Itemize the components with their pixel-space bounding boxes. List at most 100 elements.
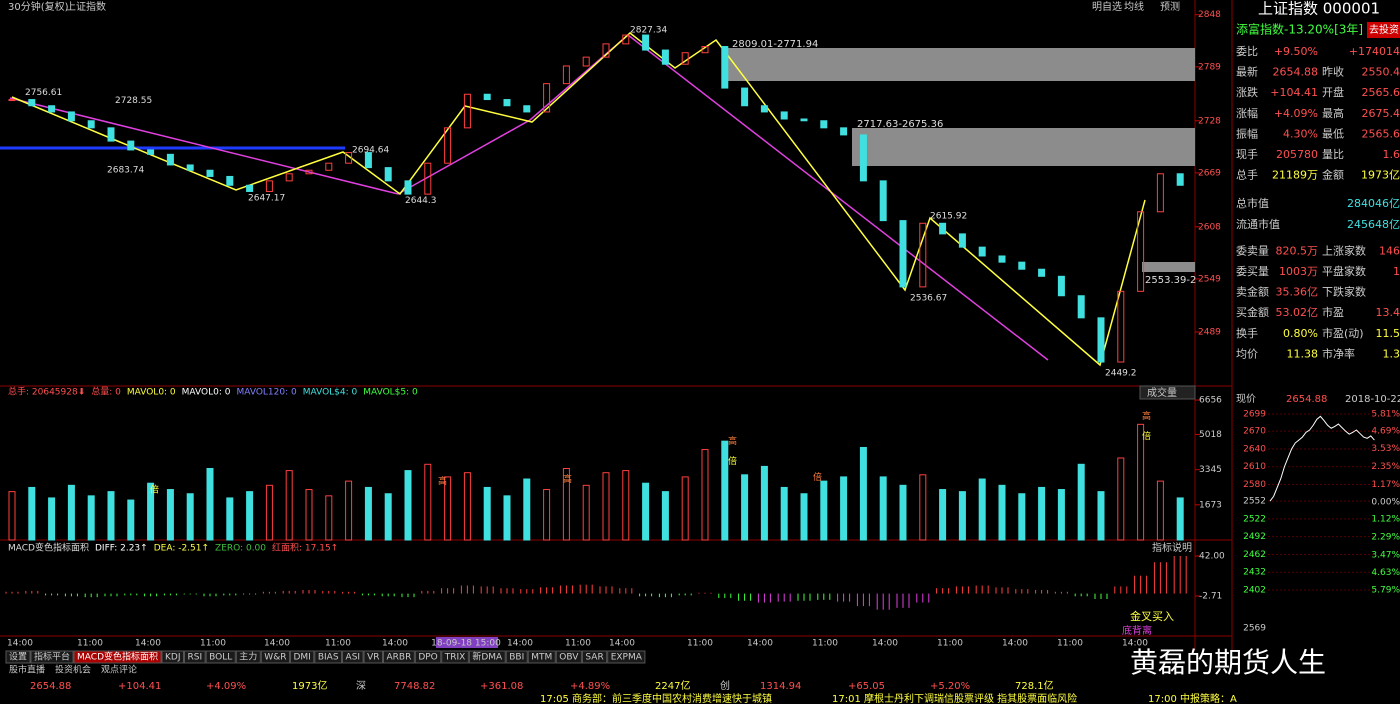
candle — [602, 43, 610, 58]
tab[interactable]: SAR — [585, 653, 603, 663]
volume-button-label[interactable]: 成交量 — [1147, 386, 1177, 399]
zone-label: 2553.39-2 — [1145, 275, 1196, 286]
toolbar-button[interactable]: 明自选 — [1092, 0, 1122, 13]
time-label: 11:00 — [325, 639, 351, 649]
candle — [285, 173, 293, 182]
tab-box[interactable] — [314, 650, 343, 664]
tab[interactable]: 主力 — [239, 651, 257, 663]
volume-button[interactable] — [1139, 385, 1196, 400]
tab[interactable]: BOLL — [209, 653, 232, 663]
candle — [562, 65, 570, 85]
sub-tab[interactable]: 投资机会 — [55, 664, 91, 676]
tab-box[interactable] — [581, 650, 608, 664]
invest-label[interactable]: 去投资 — [1369, 23, 1399, 36]
tab[interactable]: ASI — [346, 653, 361, 663]
tab[interactable]: RSI — [188, 653, 203, 663]
tab[interactable]: DMI — [293, 653, 310, 663]
candle — [879, 180, 887, 222]
tab[interactable]: BBI — [509, 653, 524, 663]
tab-box[interactable] — [30, 650, 74, 664]
tab-box[interactable] — [260, 650, 290, 664]
tab[interactable]: 指标平台 — [34, 651, 70, 663]
volume-mark: 高 — [728, 435, 737, 447]
y-tick-label: 2522 — [1243, 514, 1266, 524]
tab[interactable]: MTM — [531, 653, 552, 663]
tab-box[interactable] — [289, 650, 315, 664]
volume-legend: 总量: 0 — [91, 386, 121, 398]
volume-bar — [384, 493, 392, 541]
tab-box[interactable] — [184, 650, 206, 664]
ticker-item: 1973亿 — [292, 679, 327, 692]
time-label: 11:00 — [812, 639, 838, 649]
volume-bar — [8, 491, 16, 541]
tab-box[interactable] — [527, 650, 556, 664]
time-label: 18-09-18 15:00 — [431, 639, 501, 649]
mini-header: 2018-10-22,- — [1345, 394, 1400, 405]
toolbar-button[interactable]: 均线 — [1124, 0, 1144, 13]
tab-box[interactable] — [505, 650, 528, 664]
tab-box[interactable] — [363, 650, 383, 664]
candle — [741, 87, 749, 107]
quote-cell: 最新 — [1236, 65, 1258, 79]
volume-bar — [147, 482, 155, 541]
ticker-item: +104.41 — [118, 681, 161, 692]
price-annotation: 2644.3 — [405, 196, 437, 206]
tab[interactable]: OBV — [559, 653, 579, 663]
tab-box[interactable] — [205, 650, 236, 664]
tab-box[interactable] — [5, 650, 31, 664]
tab[interactable]: EXPMA — [611, 653, 643, 663]
tab[interactable]: TRIX — [444, 653, 466, 663]
y-tick-label: 42.00 — [1199, 552, 1225, 562]
volume-bar — [226, 497, 234, 541]
candle — [384, 167, 392, 182]
toolbar-button[interactable]: 预测 — [1160, 0, 1180, 13]
time-label: 14:00 — [507, 639, 533, 649]
volume-bar — [840, 476, 848, 541]
volume-mark: 倍 — [813, 471, 822, 483]
pct-tick-label: 1.17% — [1371, 480, 1400, 490]
pct-tick-label: 5.81% — [1371, 410, 1400, 420]
volume-bar — [305, 489, 313, 541]
macd-button[interactable]: 指标说明 — [1152, 541, 1192, 554]
price-annotation: 2756.61 — [25, 88, 62, 98]
sub-tab[interactable]: 股市直播 — [9, 664, 45, 676]
volume-bar — [899, 484, 907, 541]
tab-box[interactable] — [607, 650, 646, 664]
tab-box[interactable] — [382, 650, 415, 664]
tab-box[interactable] — [235, 650, 261, 664]
tab-box[interactable] — [468, 650, 506, 664]
volume-bar — [543, 489, 551, 541]
quote-cell: +174014 — [1349, 45, 1400, 58]
tab[interactable]: 新DMA — [472, 651, 503, 663]
volume-bar — [1077, 463, 1085, 541]
macd-legend: DEA: -2.51↑ — [154, 544, 209, 554]
tab[interactable]: BIAS — [318, 653, 339, 663]
invest-button[interactable] — [1367, 22, 1400, 38]
tab[interactable]: KDJ — [165, 653, 181, 663]
tab-box[interactable] — [555, 650, 582, 664]
tab[interactable]: ARBR — [386, 653, 411, 663]
tab-box[interactable] — [441, 650, 469, 664]
tab[interactable]: 设置 — [9, 652, 27, 663]
ticker-item: 7748.82 — [394, 681, 435, 692]
pct-tick-label: 2.29% — [1371, 532, 1400, 542]
tab[interactable]: W&R — [264, 653, 286, 663]
candle — [859, 134, 867, 182]
tab-box[interactable] — [342, 650, 364, 664]
tab-box[interactable] — [414, 650, 442, 664]
tab-box[interactable] — [161, 650, 185, 664]
tab[interactable]: MACD变色指标面积 — [77, 651, 158, 663]
candle — [325, 162, 333, 171]
time-label: 14:00 — [1122, 639, 1148, 649]
volume-bar — [444, 476, 452, 541]
volume-bar — [424, 463, 432, 541]
sub-tab[interactable]: 观点评论 — [101, 664, 137, 676]
tab[interactable]: DPO — [418, 653, 437, 663]
tab[interactable]: VR — [367, 653, 379, 663]
ticker-item: 深 — [356, 680, 366, 692]
volume-bar — [1038, 486, 1046, 541]
quote-cell: 最高 — [1322, 106, 1344, 120]
candle — [1077, 295, 1085, 319]
tab-box[interactable] — [73, 650, 162, 664]
pct-tick-label: 4.69% — [1371, 426, 1400, 436]
